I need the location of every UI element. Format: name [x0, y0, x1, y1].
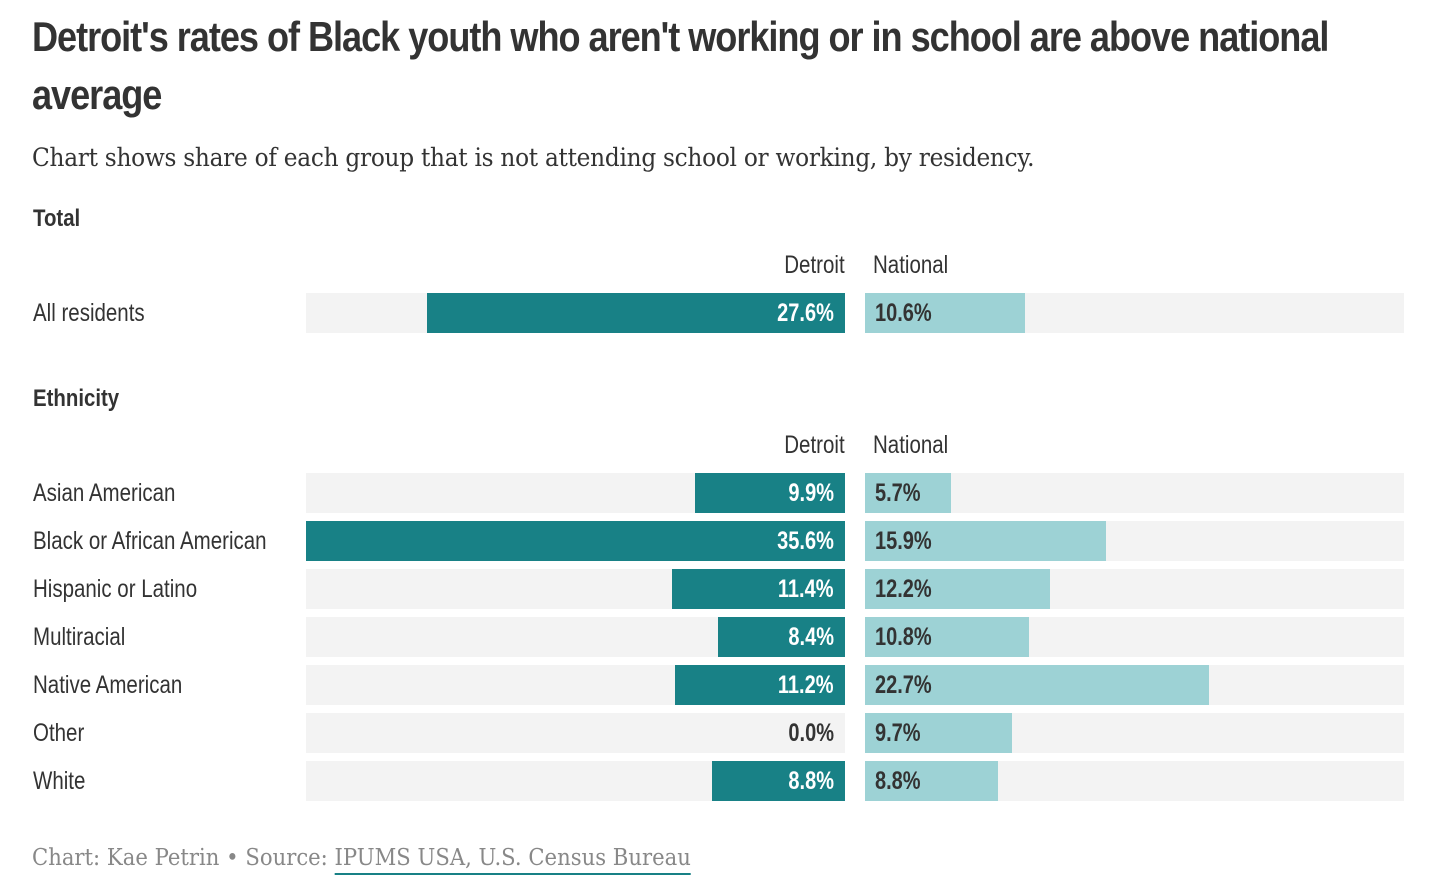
national-track: 9.7% — [865, 713, 1404, 753]
national-value-label: 22.7% — [875, 671, 932, 699]
national-bar — [865, 665, 1209, 705]
detroit-bar — [675, 665, 845, 705]
detroit-track: 11.2% — [306, 665, 845, 705]
row-label: White — [33, 767, 86, 795]
chart-footer: Chart: Kae Petrin • Source: IPUMS USA, U… — [32, 845, 691, 875]
national-bar — [865, 521, 1106, 561]
detroit-value-label: 8.8% — [788, 767, 834, 795]
detroit-value-label: 11.4% — [778, 575, 834, 603]
national-value-label: 10.8% — [875, 623, 932, 651]
detroit-bar — [695, 473, 845, 513]
section-label: Ethnicity — [33, 385, 120, 412]
detroit-value-label: 9.9% — [788, 479, 834, 507]
row-label: All residents — [33, 299, 145, 327]
detroit-track: 35.6% — [306, 521, 845, 561]
source-link[interactable]: IPUMS USA, U.S. Census Bureau — [334, 845, 691, 875]
row-label: Hispanic or Latino — [33, 575, 198, 603]
national-value-label: 9.7% — [875, 719, 921, 747]
national-track: 10.8% — [865, 617, 1404, 657]
national-track: 22.7% — [865, 665, 1404, 705]
national-bar — [865, 713, 1012, 753]
national-bar — [865, 569, 1050, 609]
column-header-detroit: Detroit — [784, 431, 845, 459]
detroit-value-label: 35.6% — [777, 527, 834, 555]
detroit-value-label: 11.2% — [778, 671, 834, 699]
national-bar — [865, 761, 999, 801]
national-bar — [865, 293, 1026, 333]
detroit-value-label: 27.6% — [777, 299, 834, 327]
chart-title: Detroit's rates of Black youth who aren'… — [32, 13, 1329, 118]
detroit-track: 11.4% — [306, 569, 845, 609]
national-bar — [865, 473, 952, 513]
national-value-label: 8.8% — [875, 767, 921, 795]
national-value-label: 12.2% — [875, 575, 932, 603]
detroit-value-label: 8.4% — [788, 623, 834, 651]
national-value-label: 15.9% — [875, 527, 932, 555]
column-header-national: National — [873, 431, 949, 459]
detroit-track: 8.8% — [306, 761, 845, 801]
section-label: Total — [33, 205, 81, 232]
column-header-detroit: Detroit — [784, 251, 845, 279]
national-value-label: 10.6% — [875, 299, 932, 327]
credit-text: Chart: Kae Petrin • Source: — [32, 845, 335, 871]
detroit-track: 0.0% — [306, 713, 845, 753]
national-value-label: 5.7% — [875, 479, 921, 507]
chart-subtitle: Chart shows share of each group that is … — [32, 143, 1035, 172]
national-track: 10.6% — [865, 293, 1404, 333]
detroit-track: 8.4% — [306, 617, 845, 657]
detroit-bar — [672, 569, 845, 609]
detroit-bar — [711, 761, 845, 801]
national-track: 8.8% — [865, 761, 1404, 801]
national-bar — [865, 617, 1029, 657]
detroit-value-label: 0.0% — [788, 719, 834, 747]
detroit-bar — [427, 293, 845, 333]
row-label: Asian American — [33, 479, 176, 507]
national-track: 5.7% — [865, 473, 1404, 513]
row-label: Native American — [33, 671, 183, 699]
detroit-track: 27.6% — [306, 293, 845, 333]
row-label: Other — [33, 719, 85, 747]
column-header-national: National — [873, 251, 949, 279]
national-track: 15.9% — [865, 521, 1404, 561]
row-label: Black or African American — [33, 527, 267, 555]
detroit-bar — [717, 617, 845, 657]
detroit-bar — [306, 521, 845, 561]
detroit-track: 9.9% — [306, 473, 845, 513]
national-track: 12.2% — [865, 569, 1404, 609]
row-label: Multiracial — [33, 623, 126, 651]
